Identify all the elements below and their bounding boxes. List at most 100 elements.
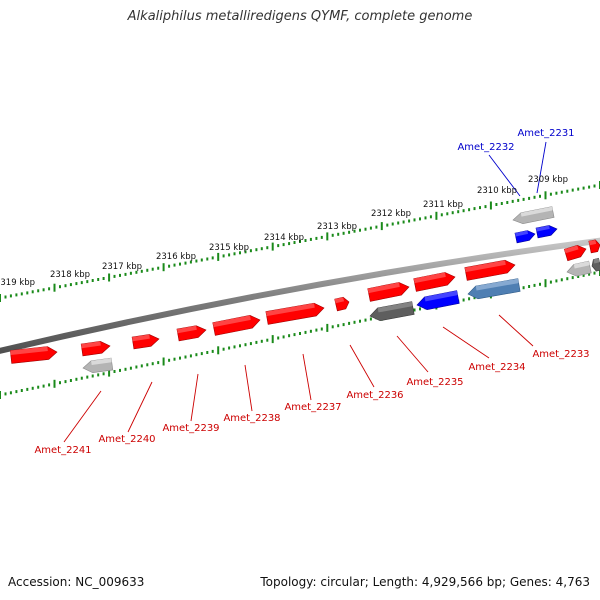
inner-tick-minor [129,366,132,370]
outer-tick-minor [42,288,45,292]
outer-tick-minor [593,184,596,188]
gene-label[interactable]: Amet_2234 [468,362,525,373]
outer-tick-minor [135,270,138,274]
outer-tick-minor [293,241,296,244]
gene-label[interactable]: Amet_2238 [223,413,280,424]
inner-tick-minor [135,365,138,369]
inner-tick-minor [331,325,334,329]
outer-tick-minor [102,277,105,280]
outer-tick-minor [140,269,143,273]
outer-tick-minor [222,254,225,258]
scale-label: 2318 kbp [50,270,90,280]
outer-tick-minor [195,259,198,263]
outer-scale-ticks [0,181,600,302]
leader-line [498,314,534,347]
scale-label: 2319 kbp [0,278,35,288]
outer-tick-minor [555,191,558,195]
inner-tick-major [0,391,1,399]
outer-tick-minor [184,261,187,265]
inner-tick-minor [168,358,171,362]
inner-tick-minor [342,323,345,327]
outer-tick-minor [331,233,334,237]
genome-backbone [0,237,600,354]
inner-tick-minor [473,296,476,300]
outer-tick-minor [80,281,83,285]
inner-tick-minor [179,356,181,360]
outer-tick-major [326,232,329,241]
gene-arrow [9,346,58,364]
gene-label[interactable]: Amet_2231 [517,128,574,139]
outer-tick-minor [124,272,127,276]
inner-tick-minor [522,286,525,290]
inner-tick-minor [9,391,12,395]
outer-tick-major [380,222,383,231]
outer-tick-minor [522,197,525,201]
scale-label: 2317 kbp [102,262,142,272]
outer-tick-minor [359,228,361,232]
outer-tick-minor [86,280,89,284]
gene-arrow [131,334,160,350]
inner-tick-minor [549,280,552,284]
gene-label[interactable]: Amet_2236 [346,390,403,401]
label-leader-lines [63,141,547,443]
gene-arrow [467,278,521,300]
outer-tick-minor [462,209,465,213]
outer-tick-minor [402,220,405,224]
map-title: Alkaliphilus metalliredigens QYMF, compl… [127,9,473,24]
outer-tick-minor [386,223,389,227]
outer-tick-minor [446,212,449,216]
inner-tick-minor [244,343,247,347]
inner-tick-minor [468,297,471,301]
gene-label[interactable]: Amet_2233 [532,349,589,360]
outer-tick-minor [484,205,487,209]
inner-tick-major [217,346,220,355]
gene-label[interactable]: Amet_2241 [34,445,91,456]
outer-tick-minor [97,278,100,281]
outer-tick-minor [288,242,291,246]
inner-tick-minor [42,384,45,388]
outer-tick-major [162,263,165,272]
scale-label: 2309 kbp [528,175,568,185]
gene-arrow [464,259,516,281]
outer-tick-minor [391,222,394,226]
gene-arrow [212,315,261,336]
outer-tick-minor [233,252,236,256]
gene-arrow [367,282,410,302]
leader-line [442,326,490,359]
inner-tick-major [544,279,547,288]
gene-label[interactable]: Amet_2235 [406,377,463,388]
outer-tick-major [217,252,220,261]
inner-tick-minor [80,376,83,380]
inner-tick-minor [582,273,585,277]
inner-tick-minor [119,368,121,372]
inner-tick-minor [282,335,285,339]
inner-tick-minor [195,353,198,357]
inner-tick-minor [222,347,225,351]
outer-tick-minor [249,249,252,253]
inner-tick-minor [353,320,356,324]
inner-tick-minor [560,278,563,282]
gene-label[interactable]: Amet_2232 [457,142,514,153]
inner-tick-minor [228,346,231,350]
gene-arrow [535,225,558,239]
outer-tick-minor [91,279,94,282]
outer-tick-minor [315,236,318,240]
inner-tick-minor [140,364,143,368]
outer-tick-minor [299,240,301,243]
gene-label[interactable]: Amet_2237 [284,402,341,413]
outer-tick-minor [31,290,34,294]
leader-line [190,373,199,422]
inner-tick-minor [86,375,89,379]
outer-tick-minor [75,282,78,286]
gene-label[interactable]: Amet_2240 [98,434,155,445]
outer-tick-minor [173,263,176,267]
gene-label[interactable]: Amet_2239 [162,423,219,434]
inner-tick-minor [337,324,340,328]
outer-tick-minor [571,188,574,192]
inner-tick-minor [315,328,318,332]
outer-tick-minor [228,253,231,257]
outer-tick-minor [560,190,563,194]
outer-tick-minor [528,196,531,200]
inner-tick-minor [413,308,416,312]
